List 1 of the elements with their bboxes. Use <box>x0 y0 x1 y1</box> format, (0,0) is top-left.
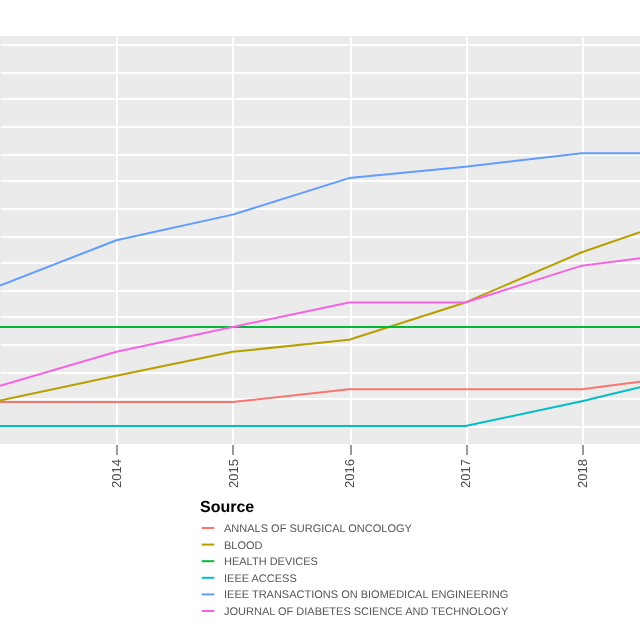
legend-title: Source <box>200 498 256 516</box>
